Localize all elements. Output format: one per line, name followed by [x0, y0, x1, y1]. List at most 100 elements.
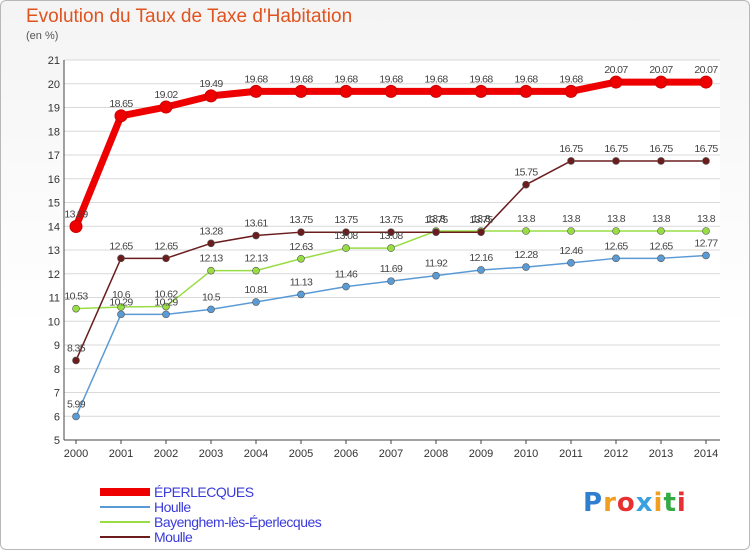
data-label: 10.6: [112, 289, 131, 301]
data-point: [387, 277, 395, 285]
data-label: 12.13: [244, 253, 268, 265]
data-point: [522, 180, 530, 189]
x-tick-label: 2011: [559, 448, 583, 460]
chart-title: Evolution du Taux de Taxe d'Habitation: [26, 6, 353, 27]
data-label: 12.65: [649, 240, 673, 252]
legend: ÉPERLECQUES Houlle Bayenghem-lès-Éperlec…: [100, 483, 322, 545]
y-tick-label: 12: [48, 269, 60, 281]
legend-label-eperlecques: ÉPERLECQUES: [154, 483, 254, 500]
data-point: [654, 75, 668, 89]
data-label: 13.75: [469, 214, 493, 226]
y-tick-label: 9: [54, 340, 60, 352]
data-label: 19.68: [289, 73, 313, 85]
data-point: [114, 109, 128, 123]
data-label: 19.68: [244, 73, 268, 85]
logo-letter: t: [663, 488, 677, 518]
logo-letter: i: [653, 488, 664, 518]
data-label: 5.99: [67, 398, 86, 410]
data-label: 12.65: [109, 240, 133, 252]
data-point: [477, 266, 485, 274]
x-tick-label: 2000: [64, 448, 88, 460]
data-label: 12.16: [469, 252, 493, 264]
data-point: [657, 227, 665, 235]
data-point: [522, 227, 530, 235]
data-point: [612, 157, 620, 165]
data-label: 13.8: [472, 213, 491, 225]
data-point: [342, 244, 350, 252]
y-tick-label: 7: [54, 388, 60, 400]
data-label: 19.68: [334, 73, 358, 85]
y-tick-label: 14: [48, 221, 60, 233]
x-tick-label: 2013: [649, 448, 673, 460]
data-point: [159, 100, 173, 114]
data-point: [474, 84, 488, 98]
data-point: [702, 157, 710, 165]
data-point: [387, 228, 395, 236]
legend-label-moulle: Moulle: [154, 528, 193, 545]
data-point: [657, 254, 665, 263]
chart-subtitle: (en %): [26, 30, 59, 42]
logo-letter: r: [603, 488, 617, 518]
data-label: 20.07: [694, 64, 718, 76]
data-label: 13.8: [517, 213, 536, 225]
data-point: [657, 157, 665, 165]
data-point: [519, 84, 533, 98]
data-point: [342, 282, 350, 291]
legend-label-houlle: Houlle: [154, 498, 191, 515]
data-point: [117, 303, 125, 311]
y-tick-label: 10: [48, 316, 60, 328]
y-tick-label: 20: [48, 79, 60, 91]
data-point: [252, 231, 260, 240]
data-point: [297, 228, 305, 236]
legend-swatch-houlle: [100, 505, 150, 508]
data-point: [162, 310, 170, 319]
x-tick-label: 2005: [289, 448, 313, 460]
data-label: 19.68: [379, 73, 403, 85]
logo-letter: P: [583, 488, 604, 518]
data-label: 12.46: [559, 245, 583, 257]
data-label: 19.49: [199, 78, 223, 90]
data-label: 11.92: [425, 258, 448, 270]
data-label: 13.75: [334, 214, 358, 226]
proxiti-logo: Proxiti: [583, 488, 687, 518]
data-label: 10.5: [202, 291, 221, 303]
y-tick-label: 15: [48, 198, 60, 210]
data-point: [567, 227, 575, 235]
y-tick-label: 18: [48, 126, 60, 138]
logo-letter: i: [676, 488, 687, 518]
y-tick-label: 8: [54, 364, 60, 376]
legend-swatch-eperlecques: [100, 487, 150, 496]
y-tick-label: 5: [54, 435, 60, 447]
data-point: [252, 266, 260, 275]
data-point: [429, 84, 443, 98]
data-point: [477, 228, 485, 236]
data-label: 19.68: [514, 73, 538, 85]
data-label: 15.75: [514, 167, 538, 179]
data-point: [387, 244, 395, 252]
data-point: [609, 75, 623, 89]
data-label: 13.75: [289, 214, 313, 226]
data-point: [432, 228, 440, 236]
data-label: 18.65: [109, 98, 133, 110]
data-label: 13.8: [427, 213, 446, 225]
legend-item-houlle: Houlle: [100, 498, 321, 515]
data-label: 13.75: [424, 214, 448, 226]
x-tick-label: 2004: [244, 448, 268, 460]
data-point: [207, 305, 215, 314]
data-label: 11.13: [290, 276, 313, 288]
data-label: 13.99: [64, 208, 88, 220]
data-label: 19.02: [154, 89, 178, 101]
data-point: [72, 412, 80, 421]
data-point: [384, 84, 398, 98]
data-point: [567, 259, 575, 267]
data-point: [702, 227, 710, 235]
data-point: [432, 271, 440, 280]
x-tick-label: 2009: [469, 448, 493, 460]
legend-item-eperlecques: ÉPERLECQUES: [100, 483, 321, 500]
data-label: 13.8: [607, 213, 626, 225]
data-label: 13.8: [652, 213, 671, 225]
data-point: [249, 84, 263, 98]
data-point: [564, 84, 578, 98]
data-point: [612, 254, 620, 263]
data-point: [342, 228, 350, 236]
